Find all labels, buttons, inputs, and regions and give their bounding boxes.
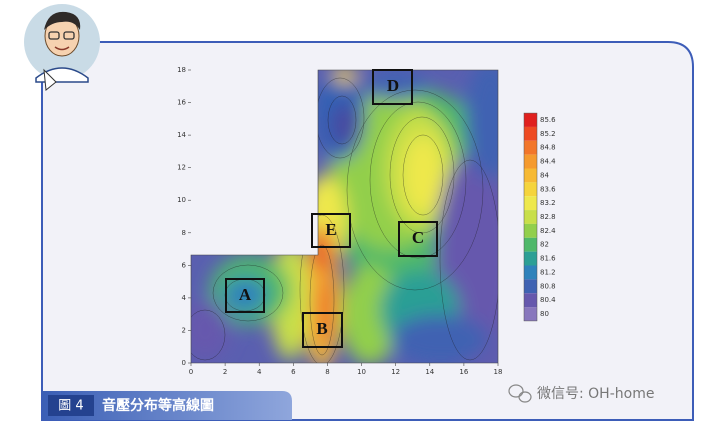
region-label: C bbox=[412, 228, 424, 247]
colorbar-swatch bbox=[524, 265, 537, 280]
colorbar-outline bbox=[523, 112, 538, 322]
colorbar-swatch bbox=[524, 210, 537, 224]
x-tick-label: 2 bbox=[223, 368, 227, 376]
colorbar-label: 84.4 bbox=[540, 158, 556, 166]
x-tick-label: 6 bbox=[291, 368, 296, 376]
y-tick-label: 6 bbox=[182, 261, 187, 269]
y-tick-label: 16 bbox=[177, 99, 186, 107]
x-tick-label: 4 bbox=[257, 368, 262, 376]
watermark-icon bbox=[508, 384, 532, 403]
y-tick-label: 8 bbox=[182, 229, 186, 237]
avatar bbox=[24, 4, 100, 91]
y-tick-label: 12 bbox=[177, 164, 186, 172]
y-tick-label: 18 bbox=[177, 66, 186, 74]
colorbar-label: 80 bbox=[540, 310, 549, 318]
caption-title: 音壓分布等高線圖 bbox=[102, 397, 214, 414]
colorbar-swatch bbox=[524, 279, 537, 294]
region-label: D bbox=[387, 76, 399, 95]
y-tick-label: 4 bbox=[182, 294, 187, 302]
colorbar-swatch bbox=[524, 223, 537, 238]
colorbar-swatch bbox=[524, 168, 537, 183]
region-boxes bbox=[225, 69, 438, 348]
colorbar-swatch bbox=[524, 113, 537, 127]
colorbar-label: 82.4 bbox=[540, 227, 556, 235]
x-tick-label: 10 bbox=[357, 368, 366, 376]
region-label: B bbox=[316, 319, 327, 338]
watermark: 微信号: OH-home bbox=[537, 386, 654, 402]
colorbar-label: 83.6 bbox=[540, 185, 556, 193]
colorbar-swatch bbox=[524, 251, 537, 266]
colorbar-label: 84.8 bbox=[540, 144, 556, 152]
x-tick-label: 12 bbox=[391, 368, 400, 376]
colorbar-label: 85.2 bbox=[540, 130, 556, 138]
caption-number-box bbox=[48, 395, 94, 416]
colorbar-label: 82.8 bbox=[540, 213, 556, 221]
region-label: A bbox=[239, 285, 252, 304]
colorbar-swatch bbox=[524, 126, 537, 141]
x-tick-label: 16 bbox=[459, 368, 468, 376]
colorbar-swatch bbox=[524, 140, 537, 155]
region-label: E bbox=[325, 220, 336, 239]
colorbar-label: 81.2 bbox=[540, 268, 556, 276]
contour-field bbox=[191, 70, 498, 363]
colorbar-label: 81.6 bbox=[540, 255, 556, 263]
colorbar-label: 83.2 bbox=[540, 199, 556, 207]
colorbar-swatch bbox=[524, 154, 537, 169]
colorbar-swatch bbox=[524, 237, 537, 252]
y-tick-label: 14 bbox=[177, 131, 186, 139]
caption-number: 圖 4 bbox=[58, 399, 83, 414]
x-tick-label: 18 bbox=[494, 368, 503, 376]
x-tick-label: 14 bbox=[425, 368, 434, 376]
y-tick-label: 2 bbox=[182, 326, 186, 334]
colorbar-swatch bbox=[524, 307, 537, 321]
colorbar-swatch bbox=[524, 293, 537, 308]
colorbar-label: 80.8 bbox=[540, 282, 556, 290]
colorbar-label: 85.6 bbox=[540, 116, 556, 124]
colorbar-swatch bbox=[524, 196, 537, 211]
colorbar-label: 82 bbox=[540, 241, 549, 249]
x-tick-label: 8 bbox=[325, 368, 329, 376]
colorbar-label: 84 bbox=[540, 171, 549, 179]
y-tick-label: 10 bbox=[177, 196, 186, 204]
x-tick-label: 0 bbox=[189, 368, 193, 376]
colorbar-label: 80.4 bbox=[540, 296, 556, 304]
colorbar-swatch bbox=[524, 182, 537, 197]
caption-tab bbox=[42, 391, 292, 420]
y-tick-label: 0 bbox=[182, 359, 186, 367]
